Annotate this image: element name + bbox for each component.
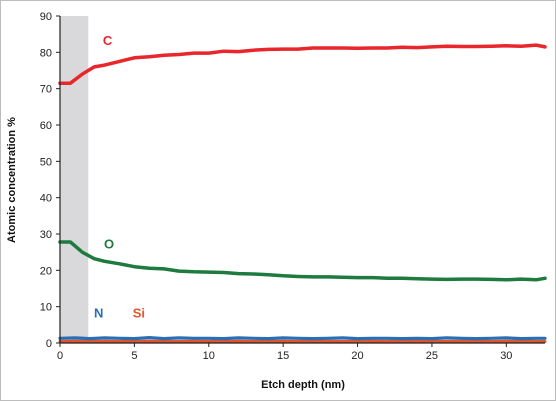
y-tick-label: 90 xyxy=(40,11,52,23)
series-label-o: O xyxy=(104,237,114,252)
series-label-n: N xyxy=(94,306,103,321)
series-line-c xyxy=(58,43,547,85)
x-tick-label: 0 xyxy=(57,350,63,362)
shaded-region-layer xyxy=(60,16,89,343)
series-label-c: C xyxy=(103,33,113,48)
y-tick-label: 10 xyxy=(40,302,52,314)
x-tick-label: 15 xyxy=(277,350,289,362)
annotation-layer: C O N Si xyxy=(94,33,145,321)
x-tick-label: 10 xyxy=(203,350,215,362)
x-tick-label: 25 xyxy=(426,350,438,362)
series-label-si: Si xyxy=(133,306,145,321)
tick-layer: 0 10 20 30 40 50 60 70 80 90 0 5 10 15 20 25 30 xyxy=(40,11,513,362)
y-tick-label: 40 xyxy=(40,193,52,205)
y-tick-label: 20 xyxy=(40,265,52,277)
series-line-n xyxy=(58,336,547,341)
x-tick-label: 5 xyxy=(131,350,137,362)
x-tick-label: 20 xyxy=(351,350,363,362)
y-tick-label: 60 xyxy=(40,120,52,132)
axis-layer xyxy=(59,16,545,344)
y-tick-label: 80 xyxy=(40,47,52,59)
series-layer xyxy=(58,43,547,343)
y-axis-title: Atomic concentration % xyxy=(6,117,18,243)
x-axis-title: Etch depth (nm) xyxy=(261,379,345,391)
y-tick-label: 0 xyxy=(46,338,52,350)
x-tick-label: 30 xyxy=(500,350,512,362)
series-line-o xyxy=(58,240,547,282)
y-tick-label: 30 xyxy=(40,229,52,241)
y-tick-label: 70 xyxy=(40,84,52,96)
y-tick-label: 50 xyxy=(40,156,52,168)
shaded-region xyxy=(60,16,89,343)
